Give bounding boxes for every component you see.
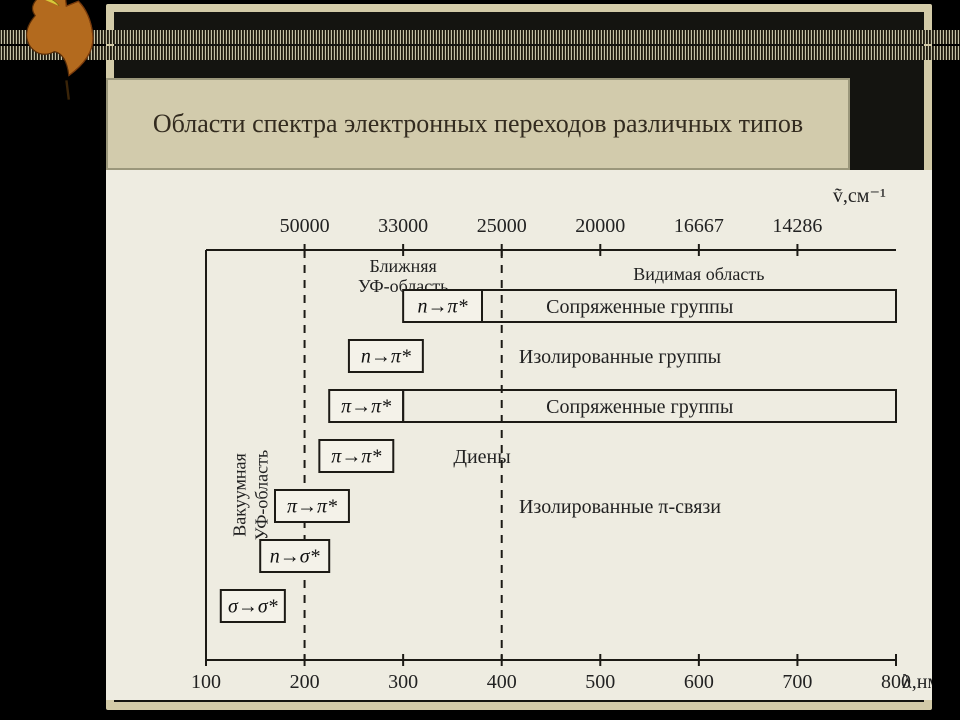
- wavelength-tick: 400: [487, 671, 517, 693]
- wavelength-axis-label: λ,нм: [902, 671, 932, 693]
- region-vacuum: Вакуумная: [229, 453, 249, 537]
- transition-type: π→π*: [331, 445, 381, 467]
- region-vacuum: УФ-область: [251, 450, 271, 540]
- diagram: 50000 33000 25000 20000 16667 14286 ṽ,см⁻¹ 100 2…: [106, 170, 932, 700]
- transition-label: Изолированные группы: [519, 346, 721, 368]
- wavelength-tick: 500: [585, 671, 615, 693]
- wavelength-tick: 300: [388, 671, 418, 693]
- transition-type: n→σ*: [270, 545, 320, 567]
- transition-type: n→π*: [418, 295, 468, 317]
- wavelength-tick: 700: [782, 671, 812, 693]
- slide-title-text: Области спектра электронных переходов ра…: [153, 109, 803, 139]
- pattern-top: [0, 30, 960, 44]
- transition-type: π→π*: [287, 495, 337, 517]
- pattern-top2: [0, 46, 960, 60]
- wavenumber-tick: 25000: [477, 215, 527, 237]
- wavelength-tick: 100: [191, 671, 221, 693]
- transition-type: n→π*: [361, 345, 411, 367]
- transition-label: Изолированные π-связи: [519, 496, 721, 518]
- wavenumber-tick: 20000: [575, 215, 625, 237]
- transition-type: π→π*: [341, 395, 391, 417]
- wavenumber-tick: 16667: [674, 215, 724, 237]
- diagram-svg: 50000 33000 25000 20000 16667 14286 ṽ,см⁻¹ 100 2…: [106, 170, 932, 700]
- wavelength-tick: 200: [290, 671, 320, 693]
- transition-label: Сопряженные группы: [546, 396, 733, 418]
- leaf-icon: [4, 0, 124, 102]
- wavenumber-axis-label: ṽ,см⁻¹: [833, 185, 886, 207]
- wavelength-tick: 600: [684, 671, 714, 693]
- wavenumber-tick: 33000: [378, 215, 428, 237]
- wavenumber-tick: 50000: [280, 215, 330, 237]
- region-visible: Видимая область: [633, 264, 764, 284]
- wavenumber-tick: 14286: [772, 215, 822, 237]
- slide-title: Области спектра электронных переходов ра…: [106, 78, 850, 170]
- transition-label: Сопряженные группы: [546, 296, 733, 318]
- transition-label: Диены: [453, 446, 510, 468]
- region-near-uv: Ближняя: [369, 256, 436, 276]
- transition-type: σ→σ*: [228, 595, 278, 617]
- slide-root: Области спектра электронных переходов ра…: [0, 0, 960, 720]
